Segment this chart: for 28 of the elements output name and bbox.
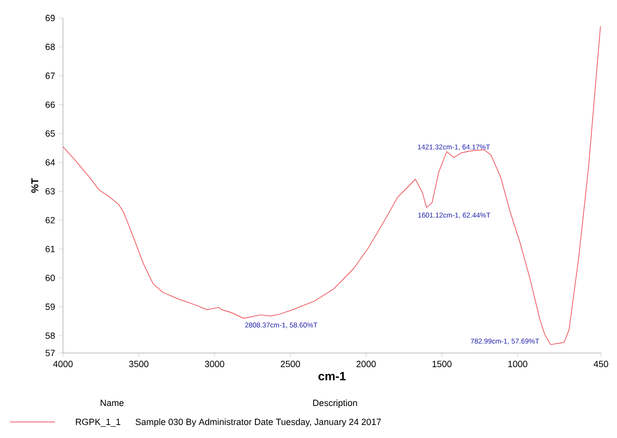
y-tick-label: 63 — [46, 188, 55, 194]
x-tick-label: 2000 — [356, 360, 376, 368]
x-tick-label: 1500 — [432, 360, 452, 368]
y-tick-label: 59 — [46, 304, 55, 310]
y-tick-label: 69 — [46, 14, 55, 22]
x-tick-label: 3000 — [204, 360, 224, 368]
text: Description — [313, 399, 357, 408]
x-tick-label: 2500 — [280, 360, 300, 368]
x-tick-label: 3500 — [129, 360, 148, 368]
text: Sample 030 By Administrator Date Tuesday, January 24 2017 — [136, 418, 381, 427]
y-tick-label: 66 — [46, 101, 55, 108]
y-tick-label: 65 — [46, 130, 55, 137]
y-tick-label: 58 — [46, 332, 55, 339]
y-tick-label: 62 — [46, 216, 55, 224]
x-tick-label: 4000 — [53, 360, 73, 368]
y-tick-label: 64 — [46, 159, 55, 166]
y-tick-label: 67 — [46, 72, 55, 79]
y-tick-label: 61 — [46, 246, 55, 252]
line-series — [62, 26, 602, 345]
y-tick-label: 60 — [46, 274, 55, 282]
y-axis-title: %T — [31, 178, 38, 193]
x-tick-label: 450 — [594, 360, 608, 368]
legend-title: Name — [100, 400, 124, 406]
x-axis-title: cm-1 — [318, 372, 346, 380]
y-tick-label: 57 — [46, 350, 55, 356]
y-tick-label: 68 — [46, 44, 55, 50]
legend-label: RGPK_1_1 — [76, 418, 120, 427]
x-tick-label: 1000 — [508, 360, 528, 368]
